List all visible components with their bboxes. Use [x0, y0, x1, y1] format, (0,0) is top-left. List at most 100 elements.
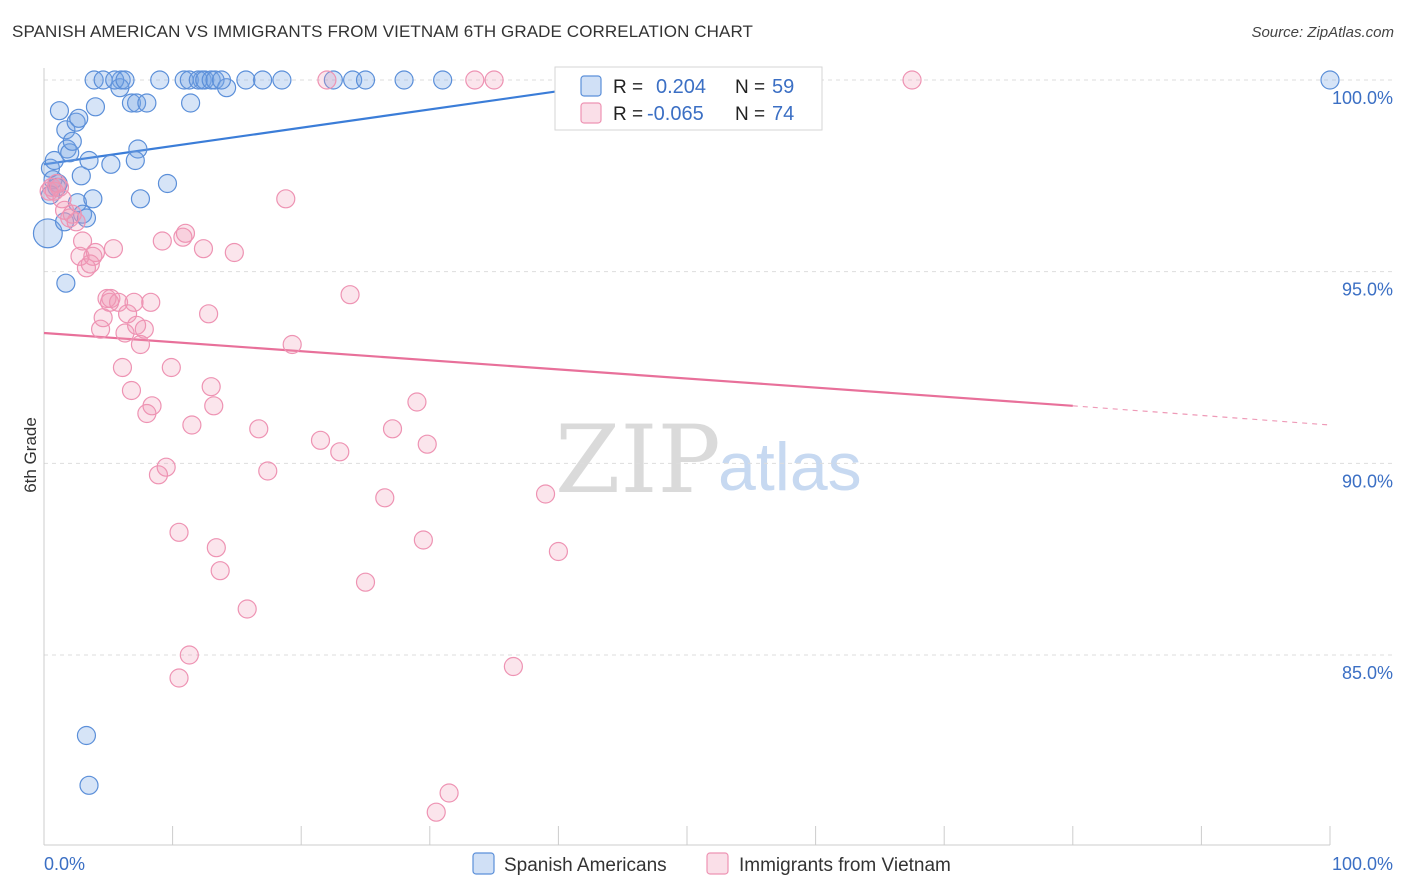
point-immigrants-vietnam [141, 292, 161, 312]
point-immigrants-vietnam [237, 599, 257, 619]
stats-n-value-pink: 74 [772, 103, 794, 125]
point-spanish-americans [272, 70, 292, 90]
point-immigrants-vietnam [484, 70, 504, 90]
trend-lines [43, 82, 1331, 426]
point-spanish-americans [130, 189, 151, 209]
point-spanish-americans [79, 775, 99, 795]
point-immigrants-vietnam [413, 530, 433, 550]
point-spanish-americans [121, 93, 142, 113]
point-immigrants-vietnam [121, 380, 142, 401]
source-credit: Source: ZipAtlas.com [1251, 24, 1394, 41]
point-immigrants-vietnam [503, 656, 523, 677]
y-tick-label: 85.0% [1342, 663, 1393, 683]
point-immigrants-vietnam [124, 292, 144, 312]
point-spanish-americans [71, 166, 91, 186]
point-spanish-americans [62, 131, 82, 151]
legend-label-immigrants-vietnam: Immigrants from Vietnam [739, 855, 951, 876]
stats-r-label-pink: R = [613, 104, 643, 125]
point-immigrants-vietnam [115, 323, 135, 343]
point-immigrants-vietnam [161, 357, 181, 378]
point-immigrants-vietnam [276, 189, 296, 209]
point-immigrants-vietnam [417, 434, 437, 454]
point-spanish-americans [181, 93, 201, 113]
point-immigrants-vietnam [375, 488, 395, 508]
point-immigrants-vietnam [317, 70, 337, 90]
point-spanish-americans [150, 70, 170, 90]
point-immigrants-vietnam [902, 70, 922, 90]
y-tick-label: 95.0% [1342, 280, 1393, 300]
point-immigrants-vietnam [201, 377, 221, 397]
point-immigrants-vietnam [199, 304, 219, 324]
y-axis-label: 6th Grade [21, 417, 40, 493]
stats-n-value-blue: 59 [772, 76, 794, 98]
point-spanish-americans [44, 150, 64, 171]
point-spanish-americans [137, 93, 157, 113]
point-spanish-americans [195, 70, 215, 90]
stats-legend: R = 0.204 N = 59 R = -0.065 N = 74 [554, 66, 823, 131]
point-spanish-americans [433, 70, 453, 90]
stats-legend-box [554, 66, 823, 131]
point-spanish-americans [32, 218, 63, 249]
point-spanish-americans [236, 70, 256, 90]
point-spanish-americans [60, 143, 80, 163]
y-tick-label: 100.0% [1332, 88, 1393, 108]
legend-swatch-immigrants-vietnam [706, 852, 729, 875]
stats-legend-swatch-pink [580, 102, 602, 124]
point-immigrants-vietnam [535, 484, 556, 504]
point-immigrants-vietnam [210, 561, 230, 581]
point-immigrants-vietnam [465, 70, 485, 90]
point-immigrants-vietnam [548, 541, 569, 562]
point-spanish-americans [72, 204, 93, 224]
point-immigrants-vietnam [76, 258, 97, 278]
point-spanish-americans [85, 97, 106, 117]
point-spanish-americans [157, 173, 178, 194]
point-immigrants-vietnam [90, 319, 111, 339]
trend-line-spanish-americans [43, 82, 610, 166]
point-immigrants-vietnam [72, 231, 93, 251]
point-immigrants-vietnam [175, 223, 196, 243]
point-spanish-americans [115, 70, 135, 90]
stats-r-value-blue: 0.204 [656, 76, 706, 98]
point-spanish-americans [355, 70, 376, 90]
point-immigrants-vietnam [206, 538, 226, 558]
legend-label-spanish-americans: Spanish Americans [504, 855, 667, 876]
point-immigrants-vietnam [112, 357, 133, 378]
x-tick-label: 100.0% [1332, 854, 1393, 874]
point-immigrants-vietnam [407, 392, 427, 412]
x-tick-label: 0.0% [44, 854, 85, 874]
point-spanish-americans [49, 101, 70, 121]
point-spanish-americans [105, 70, 125, 90]
point-immigrants-vietnam [355, 572, 376, 592]
point-spanish-americans [79, 150, 99, 171]
point-immigrants-vietnam [310, 430, 331, 450]
point-immigrants-vietnam [426, 802, 446, 822]
stats-r-value-pink: -0.065 [647, 103, 704, 125]
point-immigrants-vietnam [52, 189, 72, 209]
point-immigrants-vietnam [439, 783, 459, 803]
point-spanish-americans [126, 93, 147, 113]
point-immigrants-vietnam [66, 212, 86, 232]
trend-line-immigrants-vietnam [43, 331, 1073, 407]
gridlines [44, 79, 1395, 656]
point-immigrants-vietnam [249, 419, 269, 439]
point-immigrants-vietnam [44, 181, 64, 201]
y-tick-label: 90.0% [1342, 471, 1393, 491]
stats-legend-swatch-blue [580, 75, 602, 97]
stats-r-label-blue: R = [613, 77, 643, 98]
point-immigrants-vietnam [130, 334, 151, 355]
point-immigrants-vietnam [148, 465, 169, 485]
legend-swatch-spanish-americans [472, 852, 495, 875]
watermark-zip: ZIP [555, 406, 721, 515]
point-spanish-americans [205, 70, 225, 90]
point-spanish-americans [83, 189, 103, 209]
point-spanish-americans [128, 139, 148, 159]
axes: 100.0% 95.0% 90.0% 85.0% 0.0% 100.0% [43, 68, 1393, 874]
point-immigrants-vietnam [224, 242, 244, 263]
point-spanish-americans [323, 70, 343, 90]
point-immigrants-vietnam [80, 254, 100, 274]
point-spanish-americans [101, 154, 121, 174]
point-spanish-americans [394, 70, 414, 90]
point-immigrants-vietnam [134, 319, 154, 339]
point-spanish-americans [76, 208, 97, 228]
